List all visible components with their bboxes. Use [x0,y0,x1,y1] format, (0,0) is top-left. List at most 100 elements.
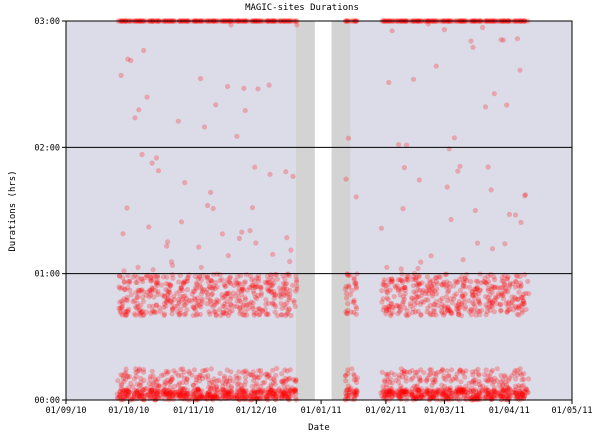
data-point [457,368,463,374]
data-point [234,133,240,139]
data-point [190,394,196,400]
data-point [140,298,146,304]
data-point [498,37,504,43]
data-point [391,293,397,300]
data-point [205,392,211,398]
data-point [124,393,130,399]
data-point [491,385,497,391]
data-point [458,388,464,394]
data-point [408,377,414,383]
data-point [456,387,462,393]
data-point [521,376,527,382]
data-point [125,56,131,62]
data-point [523,306,529,313]
data-point [499,285,505,291]
data-point [412,301,418,308]
data-point [461,295,467,301]
data-point [220,392,226,398]
data-point [524,389,530,396]
data-point [212,393,218,399]
data-point [431,281,437,288]
data-point [234,280,240,286]
data-point [445,289,451,295]
data-point [417,376,423,382]
data-point [204,391,210,397]
data-point [437,274,443,280]
data-point [411,393,417,399]
data-point [122,287,128,293]
data-point [254,381,260,387]
data-point [439,308,445,314]
data-point [413,277,419,283]
data-point [348,385,354,391]
data-point [487,392,494,398]
data-point [258,284,264,290]
data-point [180,280,186,286]
data-point [251,278,257,284]
data-point [401,296,407,302]
data-point [168,259,175,265]
data-point [238,308,244,314]
data-point [277,292,283,298]
data-point [167,283,173,289]
data-point [416,177,422,183]
data-point [274,365,280,371]
data-point [266,288,272,294]
data-point [485,273,491,279]
data-point [254,275,260,281]
data-point [123,366,129,372]
data-point [425,390,431,396]
data-point [519,300,526,306]
data-point [281,284,287,290]
data-point [270,390,276,396]
data-point [203,289,209,295]
data-point [284,235,290,241]
data-point [181,298,187,304]
data-point [470,300,476,306]
data-point [244,394,250,400]
data-point [146,303,152,309]
data-point [471,392,477,398]
data-point [291,299,297,305]
data-point [520,382,526,388]
data-point [280,380,286,386]
data-point [412,309,419,315]
data-point [476,372,482,378]
data-point [178,284,184,290]
data-point [258,389,264,395]
data-point [351,373,357,379]
data-point [419,392,425,398]
data-point [149,285,155,291]
data-point [245,306,251,312]
data-point [281,394,287,400]
data-point [471,377,477,383]
data-point [192,273,198,279]
data-point [396,395,402,401]
data-point [229,394,235,400]
data-point [148,387,155,393]
data-point [485,387,492,394]
data-point [448,393,454,399]
data-point [402,284,408,290]
data-point [434,391,440,397]
data-point [425,291,431,297]
data-point [198,372,204,379]
data-point [383,305,389,311]
data-point [460,279,466,285]
data-point [439,366,445,372]
data-point [461,387,467,393]
data-point [173,389,179,395]
data-point [251,312,257,318]
data-point [384,381,390,388]
data-point [235,390,241,396]
data-point [167,384,173,391]
data-point [138,379,144,385]
data-point [168,300,174,306]
data-point [495,285,501,291]
data-point [525,278,531,285]
data-point [171,368,177,374]
data-point [506,395,513,401]
data-point [506,375,513,381]
data-point [235,290,241,296]
data-point [415,391,421,397]
